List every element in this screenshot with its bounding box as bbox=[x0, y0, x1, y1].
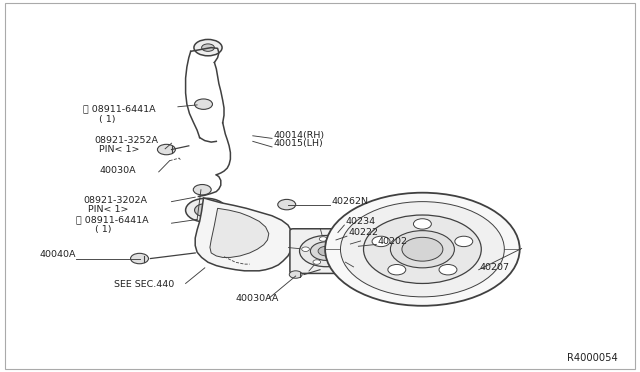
Circle shape bbox=[390, 231, 454, 268]
Text: 08921-3252A: 08921-3252A bbox=[95, 136, 159, 145]
Circle shape bbox=[318, 246, 335, 256]
Text: 40030AA: 40030AA bbox=[236, 294, 279, 303]
Circle shape bbox=[131, 253, 148, 264]
Text: 40207: 40207 bbox=[480, 263, 510, 272]
Text: SEE SEC.440: SEE SEC.440 bbox=[114, 280, 174, 289]
Circle shape bbox=[402, 237, 443, 261]
Circle shape bbox=[186, 198, 227, 222]
FancyBboxPatch shape bbox=[290, 229, 363, 273]
Text: PIN< 1>: PIN< 1> bbox=[99, 145, 140, 154]
Text: ⓝ 08911-6441A: ⓝ 08911-6441A bbox=[76, 215, 148, 224]
Circle shape bbox=[313, 260, 321, 264]
Circle shape bbox=[193, 185, 211, 195]
Text: ⓝ 08911-6441A: ⓝ 08911-6441A bbox=[83, 105, 156, 113]
Text: 40014(RH): 40014(RH) bbox=[274, 131, 325, 140]
Circle shape bbox=[413, 219, 431, 229]
Circle shape bbox=[195, 99, 212, 109]
Circle shape bbox=[157, 144, 175, 155]
Circle shape bbox=[340, 202, 504, 297]
Text: R4000054: R4000054 bbox=[567, 353, 618, 363]
Circle shape bbox=[325, 193, 520, 306]
Text: ( 1): ( 1) bbox=[95, 225, 111, 234]
Text: 40030A: 40030A bbox=[99, 166, 136, 175]
Text: ( 1): ( 1) bbox=[99, 115, 116, 124]
Polygon shape bbox=[195, 198, 293, 271]
Circle shape bbox=[364, 215, 481, 283]
Circle shape bbox=[289, 271, 302, 278]
Circle shape bbox=[301, 247, 309, 251]
Text: 40262N: 40262N bbox=[332, 198, 369, 206]
Text: PIN< 1>: PIN< 1> bbox=[88, 205, 129, 214]
Circle shape bbox=[278, 199, 296, 210]
Circle shape bbox=[388, 264, 406, 275]
Circle shape bbox=[372, 236, 390, 247]
Circle shape bbox=[202, 44, 214, 51]
Circle shape bbox=[310, 242, 342, 260]
Circle shape bbox=[439, 264, 457, 275]
Text: 40040A: 40040A bbox=[40, 250, 76, 259]
Circle shape bbox=[455, 236, 473, 247]
Circle shape bbox=[337, 257, 345, 262]
Circle shape bbox=[195, 203, 218, 217]
Text: 40222: 40222 bbox=[349, 228, 379, 237]
Polygon shape bbox=[210, 208, 269, 257]
Text: 40234: 40234 bbox=[346, 217, 376, 226]
Circle shape bbox=[300, 235, 353, 267]
Text: 40015(LH): 40015(LH) bbox=[274, 139, 324, 148]
Circle shape bbox=[194, 39, 222, 56]
Circle shape bbox=[341, 243, 349, 248]
Text: 08921-3202A: 08921-3202A bbox=[83, 196, 147, 205]
Text: 40202: 40202 bbox=[378, 237, 408, 246]
Circle shape bbox=[319, 237, 327, 241]
